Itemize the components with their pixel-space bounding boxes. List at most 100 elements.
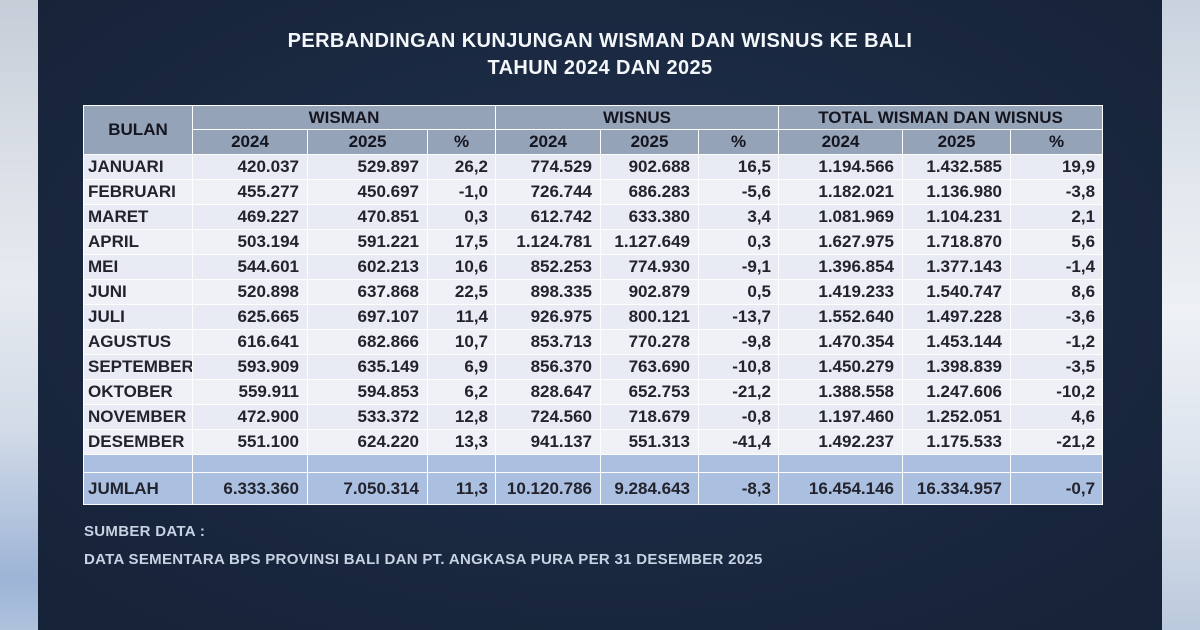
value-cell: 898.335 <box>495 279 602 305</box>
value-cell: 926.975 <box>495 304 602 330</box>
table-row: APRIL 503.194 591.221 17,5 1.124.781 1.127.64… <box>83 229 1104 255</box>
totals-value-cell: 6.333.360 <box>192 472 308 505</box>
month-cell: OKTOBER <box>83 379 193 405</box>
value-cell: 0,3 <box>426 204 497 230</box>
month-cell: JUNI <box>83 279 193 305</box>
value-cell: 612.742 <box>495 204 602 230</box>
spacer-cell <box>495 454 602 473</box>
percent-column-header: % <box>1010 129 1104 155</box>
left-blur-edge <box>0 0 38 630</box>
month-cell: JANUARI <box>83 154 193 180</box>
totals-value-cell: 16.334.957 <box>902 472 1012 505</box>
value-cell: -1,2 <box>1010 329 1104 355</box>
value-cell: 635.149 <box>307 354 428 380</box>
value-cell: 1.552.640 <box>778 304 904 330</box>
value-cell: 2,1 <box>1010 204 1104 230</box>
value-cell: 1.627.975 <box>778 229 904 255</box>
value-cell: 1.419.233 <box>778 279 904 305</box>
value-cell: 726.744 <box>495 179 602 205</box>
value-cell: 856.370 <box>495 354 602 380</box>
source-note-line-1: SUMBER DATA : <box>84 523 206 540</box>
month-cell: JULI <box>83 304 193 330</box>
value-cell: 1.081.969 <box>778 204 904 230</box>
value-cell: 770.278 <box>600 329 700 355</box>
value-cell: 559.911 <box>192 379 308 405</box>
value-cell: 26,2 <box>426 154 497 180</box>
value-cell: 1.388.558 <box>778 379 904 405</box>
value-cell: 853.713 <box>495 329 602 355</box>
value-cell: 1.432.585 <box>902 154 1012 180</box>
value-cell: 529.897 <box>307 154 428 180</box>
spacer-cell <box>698 454 780 473</box>
value-cell: 682.866 <box>307 329 428 355</box>
value-cell: 763.690 <box>600 354 700 380</box>
value-cell: 1.124.781 <box>495 229 602 255</box>
totals-value-cell: -8,3 <box>698 472 780 505</box>
value-cell: 520.898 <box>192 279 308 305</box>
value-cell: 593.909 <box>192 354 308 380</box>
value-cell: 455.277 <box>192 179 308 205</box>
value-cell: 686.283 <box>600 179 700 205</box>
totals-value-cell: 16.454.146 <box>778 472 904 505</box>
value-cell: 697.107 <box>307 304 428 330</box>
spacer-cell <box>307 454 428 473</box>
value-cell: 17,5 <box>426 229 497 255</box>
table-row: AGUSTUS 616.641 682.866 10,7 853.713 770.278-… <box>83 329 1104 355</box>
value-cell: 625.665 <box>192 304 308 330</box>
spacer-cell <box>902 454 1012 473</box>
value-cell: 544.601 <box>192 254 308 280</box>
value-cell: 450.697 <box>307 179 428 205</box>
value-cell: -0,8 <box>698 404 780 430</box>
value-cell: 1.450.279 <box>778 354 904 380</box>
table-row: JUNI 520.898 637.868 22,5 898.335 902.879 0,5 1… <box>83 279 1104 305</box>
spacer-cell <box>192 454 308 473</box>
value-cell: 1.470.354 <box>778 329 904 355</box>
totals-value-cell: 9.284.643 <box>600 472 700 505</box>
spacer-cell <box>426 454 497 473</box>
table-row: NOVEMBER 472.900 533.372 12,8 724.560 718.679… <box>83 404 1104 430</box>
month-cell: MARET <box>83 204 193 230</box>
percent-column-header: % <box>698 129 780 155</box>
month-cell: NOVEMBER <box>83 404 193 430</box>
value-cell: -3,6 <box>1010 304 1104 330</box>
value-cell: 1.492.237 <box>778 429 904 455</box>
value-cell: 1.252.051 <box>902 404 1012 430</box>
value-cell: 4,6 <box>1010 404 1104 430</box>
value-cell: 852.253 <box>495 254 602 280</box>
value-cell: 16,5 <box>698 154 780 180</box>
totals-value-cell: 11,3 <box>426 472 497 505</box>
comparison-table: BULAN WISMAN WISNUS TOTAL WISMAN DAN WIS… <box>83 105 1104 505</box>
year-column-header: 2024 <box>495 129 602 155</box>
value-cell: 718.679 <box>600 404 700 430</box>
totals-value-cell: -0,7 <box>1010 472 1104 505</box>
value-cell: 420.037 <box>192 154 308 180</box>
section-header-total: TOTAL WISMAN DAN WISNUS <box>778 105 1104 130</box>
source-note-line-2: DATA SEMENTARA BPS PROVINSI BALI DAN PT.… <box>84 551 763 568</box>
month-cell: SEPTEMBER <box>83 354 193 380</box>
value-cell: 10,7 <box>426 329 497 355</box>
value-cell: 11,4 <box>426 304 497 330</box>
value-cell: 602.213 <box>307 254 428 280</box>
value-cell: 624.220 <box>307 429 428 455</box>
table-row: FEBRUARI 455.277 450.697 -1,0 726.744 686.283… <box>83 179 1104 205</box>
value-cell: 1.540.747 <box>902 279 1012 305</box>
value-cell: -13,7 <box>698 304 780 330</box>
value-cell: 469.227 <box>192 204 308 230</box>
value-cell: 594.853 <box>307 379 428 405</box>
value-cell: 1.175.533 <box>902 429 1012 455</box>
column-header-bulan: BULAN <box>83 105 193 155</box>
value-cell: 3,4 <box>698 204 780 230</box>
value-cell: 8,6 <box>1010 279 1104 305</box>
year-column-header: 2025 <box>600 129 700 155</box>
value-cell: -9,1 <box>698 254 780 280</box>
value-cell: 724.560 <box>495 404 602 430</box>
value-cell: 800.121 <box>600 304 700 330</box>
value-cell: 6,2 <box>426 379 497 405</box>
value-cell: 551.100 <box>192 429 308 455</box>
value-cell: 13,3 <box>426 429 497 455</box>
value-cell: -10,2 <box>1010 379 1104 405</box>
totals-label-cell: JUMLAH <box>83 472 193 505</box>
table-row: SEPTEMBER 593.909 635.149 6,9 856.370 763.690… <box>83 354 1104 380</box>
value-cell: 1.136.980 <box>902 179 1012 205</box>
